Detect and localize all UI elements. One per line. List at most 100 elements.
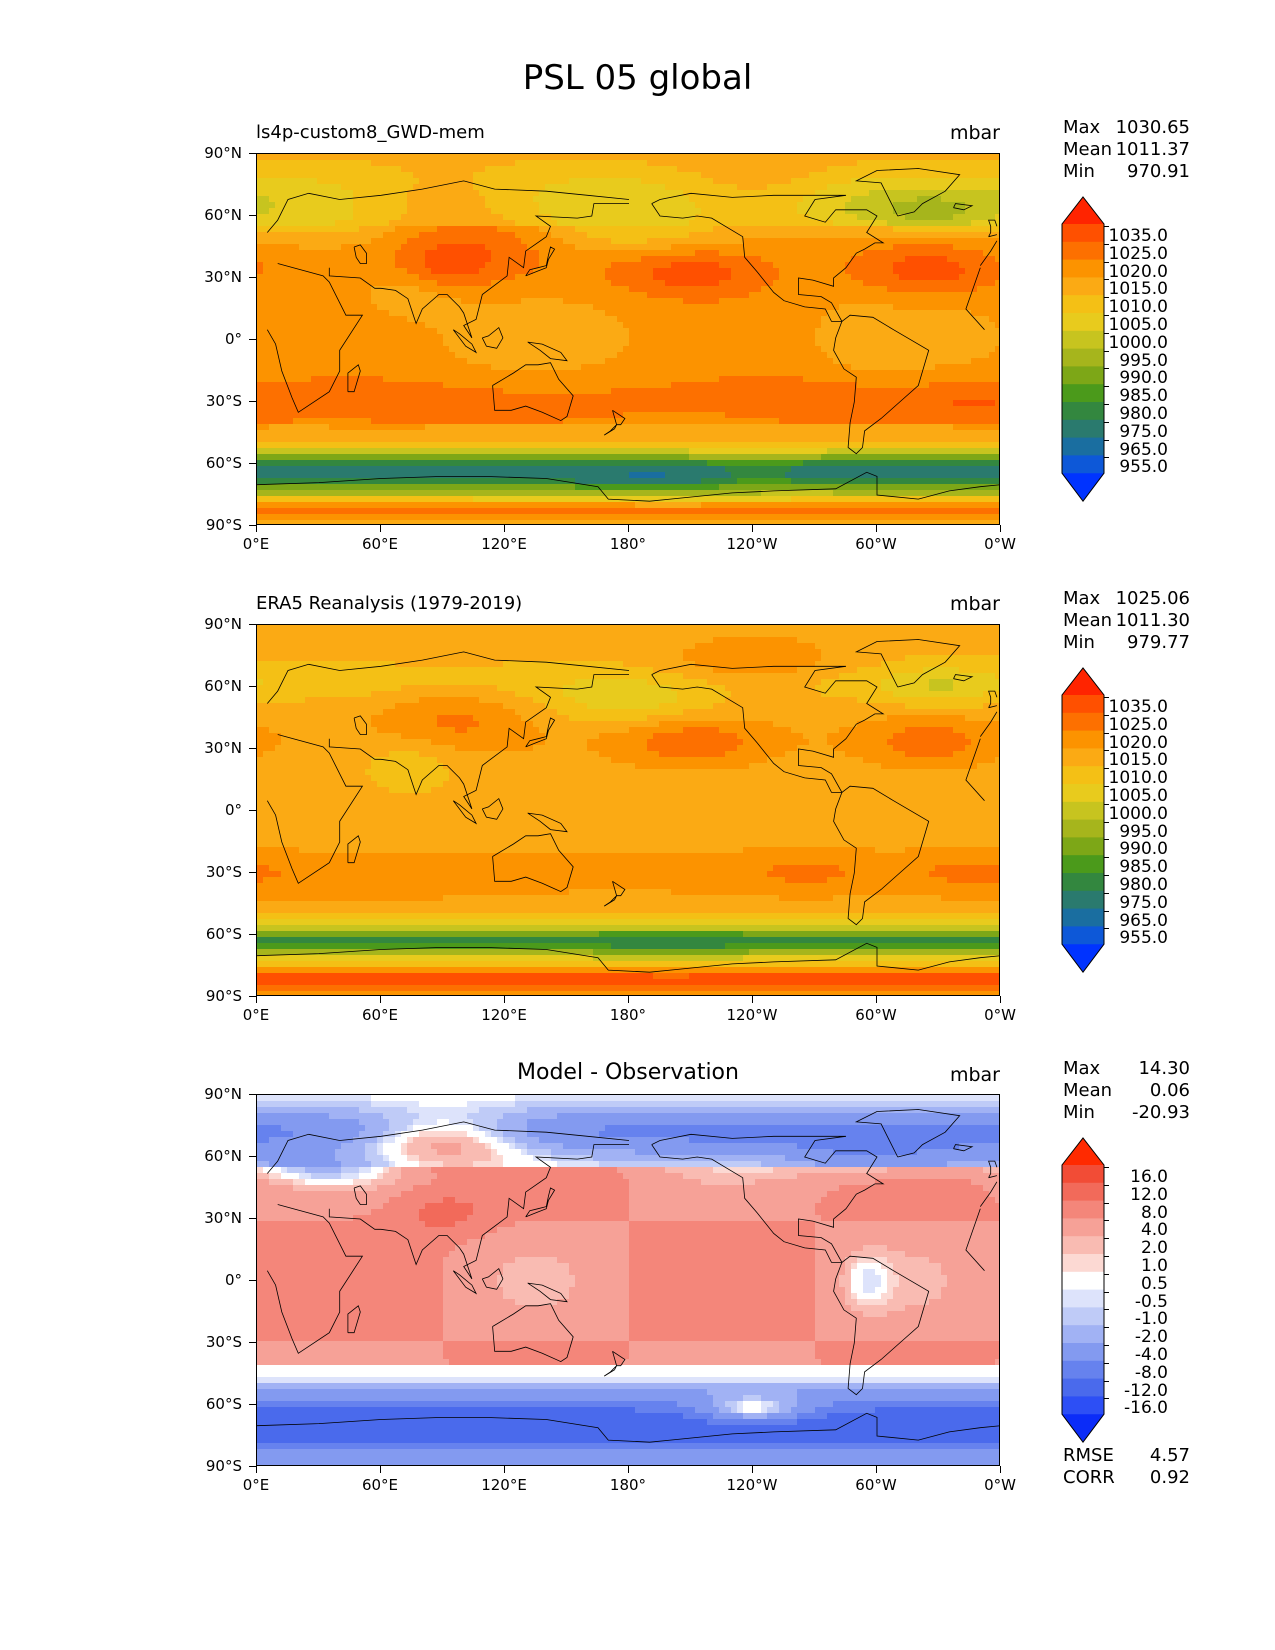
max-value: 14.30 — [1100, 1058, 1190, 1079]
max-label: Max — [1063, 117, 1100, 138]
colorbar-tick-mark — [1104, 1220, 1109, 1222]
colorbar-tick-label: 965.0 — [1100, 441, 1168, 459]
colorbar-bin — [1062, 801, 1104, 821]
units-label: mbar — [900, 1064, 1000, 1086]
colorbar-tick-mark — [1104, 892, 1109, 894]
colorbar-tick-mark — [1104, 875, 1109, 876]
lon-tick-label: 60°E — [350, 1476, 410, 1494]
lon-tick-mark — [1000, 525, 1001, 532]
mean-value: 1011.30 — [1100, 610, 1190, 631]
coastline — [452, 329, 478, 354]
colorbar-tick-mark — [1104, 1327, 1109, 1329]
colorbar-tick-label: 990.0 — [1100, 841, 1168, 858]
figure-title: PSL 05 global — [0, 58, 1275, 98]
colorbar-bin — [1062, 1289, 1104, 1308]
max-label: Max — [1063, 1058, 1100, 1079]
panel-observation: ERA5 Reanalysis (1979-2019) mbar 90°N 60°… — [0, 0, 1275, 1024]
lon-tick-mark — [256, 525, 257, 532]
lat-tick-mark — [249, 463, 256, 464]
colorbar-bin — [1062, 313, 1104, 332]
max-label: Max — [1063, 588, 1100, 609]
colorbar-bin — [1062, 730, 1104, 749]
coastline — [481, 1267, 504, 1290]
colorbar-tick-mark — [1104, 243, 1109, 245]
lat-tick-label: 60°N — [190, 1147, 242, 1165]
min-value: -20.93 — [1100, 1102, 1190, 1123]
coastline — [953, 1144, 974, 1152]
colorbar-tick-label: 2.0 — [1100, 1240, 1168, 1257]
lon-tick-mark — [628, 1466, 629, 1473]
lat-tick-label: 0° — [190, 330, 242, 348]
coastline — [452, 1270, 478, 1295]
lat-tick-label: 30°N — [190, 739, 242, 757]
colorbar-tick-label: 1015.0 — [1100, 752, 1168, 769]
coastline — [353, 1185, 367, 1205]
colorbar-tick-mark — [1104, 839, 1109, 841]
lat-tick-label: 30°N — [190, 268, 242, 286]
colorbar-tick-mark — [1104, 928, 1109, 930]
lat-tick-label: 0° — [190, 1271, 242, 1289]
colorbar-tick-label: -16.0 — [1100, 1400, 1168, 1417]
colorbar-bin — [1062, 766, 1104, 785]
coastline — [612, 1350, 626, 1367]
lat-tick-mark — [249, 1280, 256, 1281]
colorbar-bin — [1062, 1271, 1104, 1291]
colorbar-tick-label: -4.0 — [1100, 1347, 1168, 1364]
map-plot — [256, 624, 1000, 996]
mean-label: Mean — [1063, 1080, 1112, 1101]
colorbar-tick-mark — [1104, 350, 1109, 352]
coastline — [328, 203, 629, 339]
colorbar-tick-mark — [1104, 1238, 1109, 1240]
lon-tick-mark — [628, 525, 629, 532]
coastline — [953, 203, 974, 211]
colorbar-bin — [1062, 1378, 1104, 1397]
colorbar-tick-mark — [1104, 439, 1109, 441]
coastline-overlay — [257, 639, 999, 973]
colorbar-outline — [1061, 667, 1105, 974]
coastline — [353, 715, 367, 735]
lon-tick-label: 0°E — [226, 1476, 286, 1494]
coastline — [988, 690, 998, 709]
lon-tick-label: 120°W — [722, 1006, 782, 1024]
colorbar-svg — [1061, 1137, 1105, 1444]
colorbar-tick-mark — [1104, 332, 1109, 334]
lat-tick-label: 90°N — [190, 615, 242, 633]
colorbar-bin — [1062, 1343, 1104, 1362]
max-value: 1025.06 — [1100, 588, 1190, 609]
colorbar-tick-label: 980.0 — [1100, 406, 1168, 423]
colorbar-tick-label: -12.0 — [1100, 1382, 1168, 1400]
coastline — [651, 1133, 885, 1263]
coastline — [603, 1365, 617, 1377]
panel-title: Model - Observation — [256, 1060, 1000, 1085]
colorbar-tick-label: 1015.0 — [1100, 281, 1168, 298]
colorbar-tick-mark — [1104, 279, 1109, 281]
lon-tick-label: 0°W — [970, 1476, 1030, 1494]
colorbar-tick-label: 990.0 — [1100, 370, 1168, 387]
min-label: Min — [1063, 632, 1095, 653]
lon-tick-label: 180° — [598, 1476, 658, 1494]
colorbar-tick-mark — [1104, 226, 1109, 227]
colorbar-bin — [1062, 1360, 1104, 1380]
lat-tick-mark — [249, 1156, 256, 1157]
colorbar-tick-label: 16.0 — [1100, 1169, 1168, 1186]
colorbar-tick-label: 955.0 — [1100, 930, 1168, 947]
lon-tick-label: 120°E — [474, 1476, 534, 1494]
min-value: 979.77 — [1100, 632, 1190, 653]
coastline — [257, 471, 999, 502]
map-plot — [256, 1094, 1000, 1466]
colorbar-tick-mark — [1104, 297, 1109, 299]
colorbar-bin — [1062, 1218, 1104, 1237]
lat-tick-label: 30°S — [190, 392, 242, 410]
coastline — [527, 1282, 568, 1303]
colorbar-tick-label: 12.0 — [1100, 1186, 1168, 1204]
lon-tick-label: 60°E — [350, 535, 410, 553]
colorbar-tick-label: 980.0 — [1100, 877, 1168, 894]
min-value: 970.91 — [1100, 161, 1190, 182]
lat-tick-mark — [249, 525, 256, 526]
lon-tick-label: 0°E — [226, 1006, 286, 1024]
lat-tick-label: 60°N — [190, 206, 242, 224]
colorbar-bin — [1062, 330, 1104, 350]
coastline — [347, 835, 361, 864]
colorbar-tick-mark — [1104, 714, 1109, 716]
colorbar-tick-mark — [1104, 697, 1109, 698]
